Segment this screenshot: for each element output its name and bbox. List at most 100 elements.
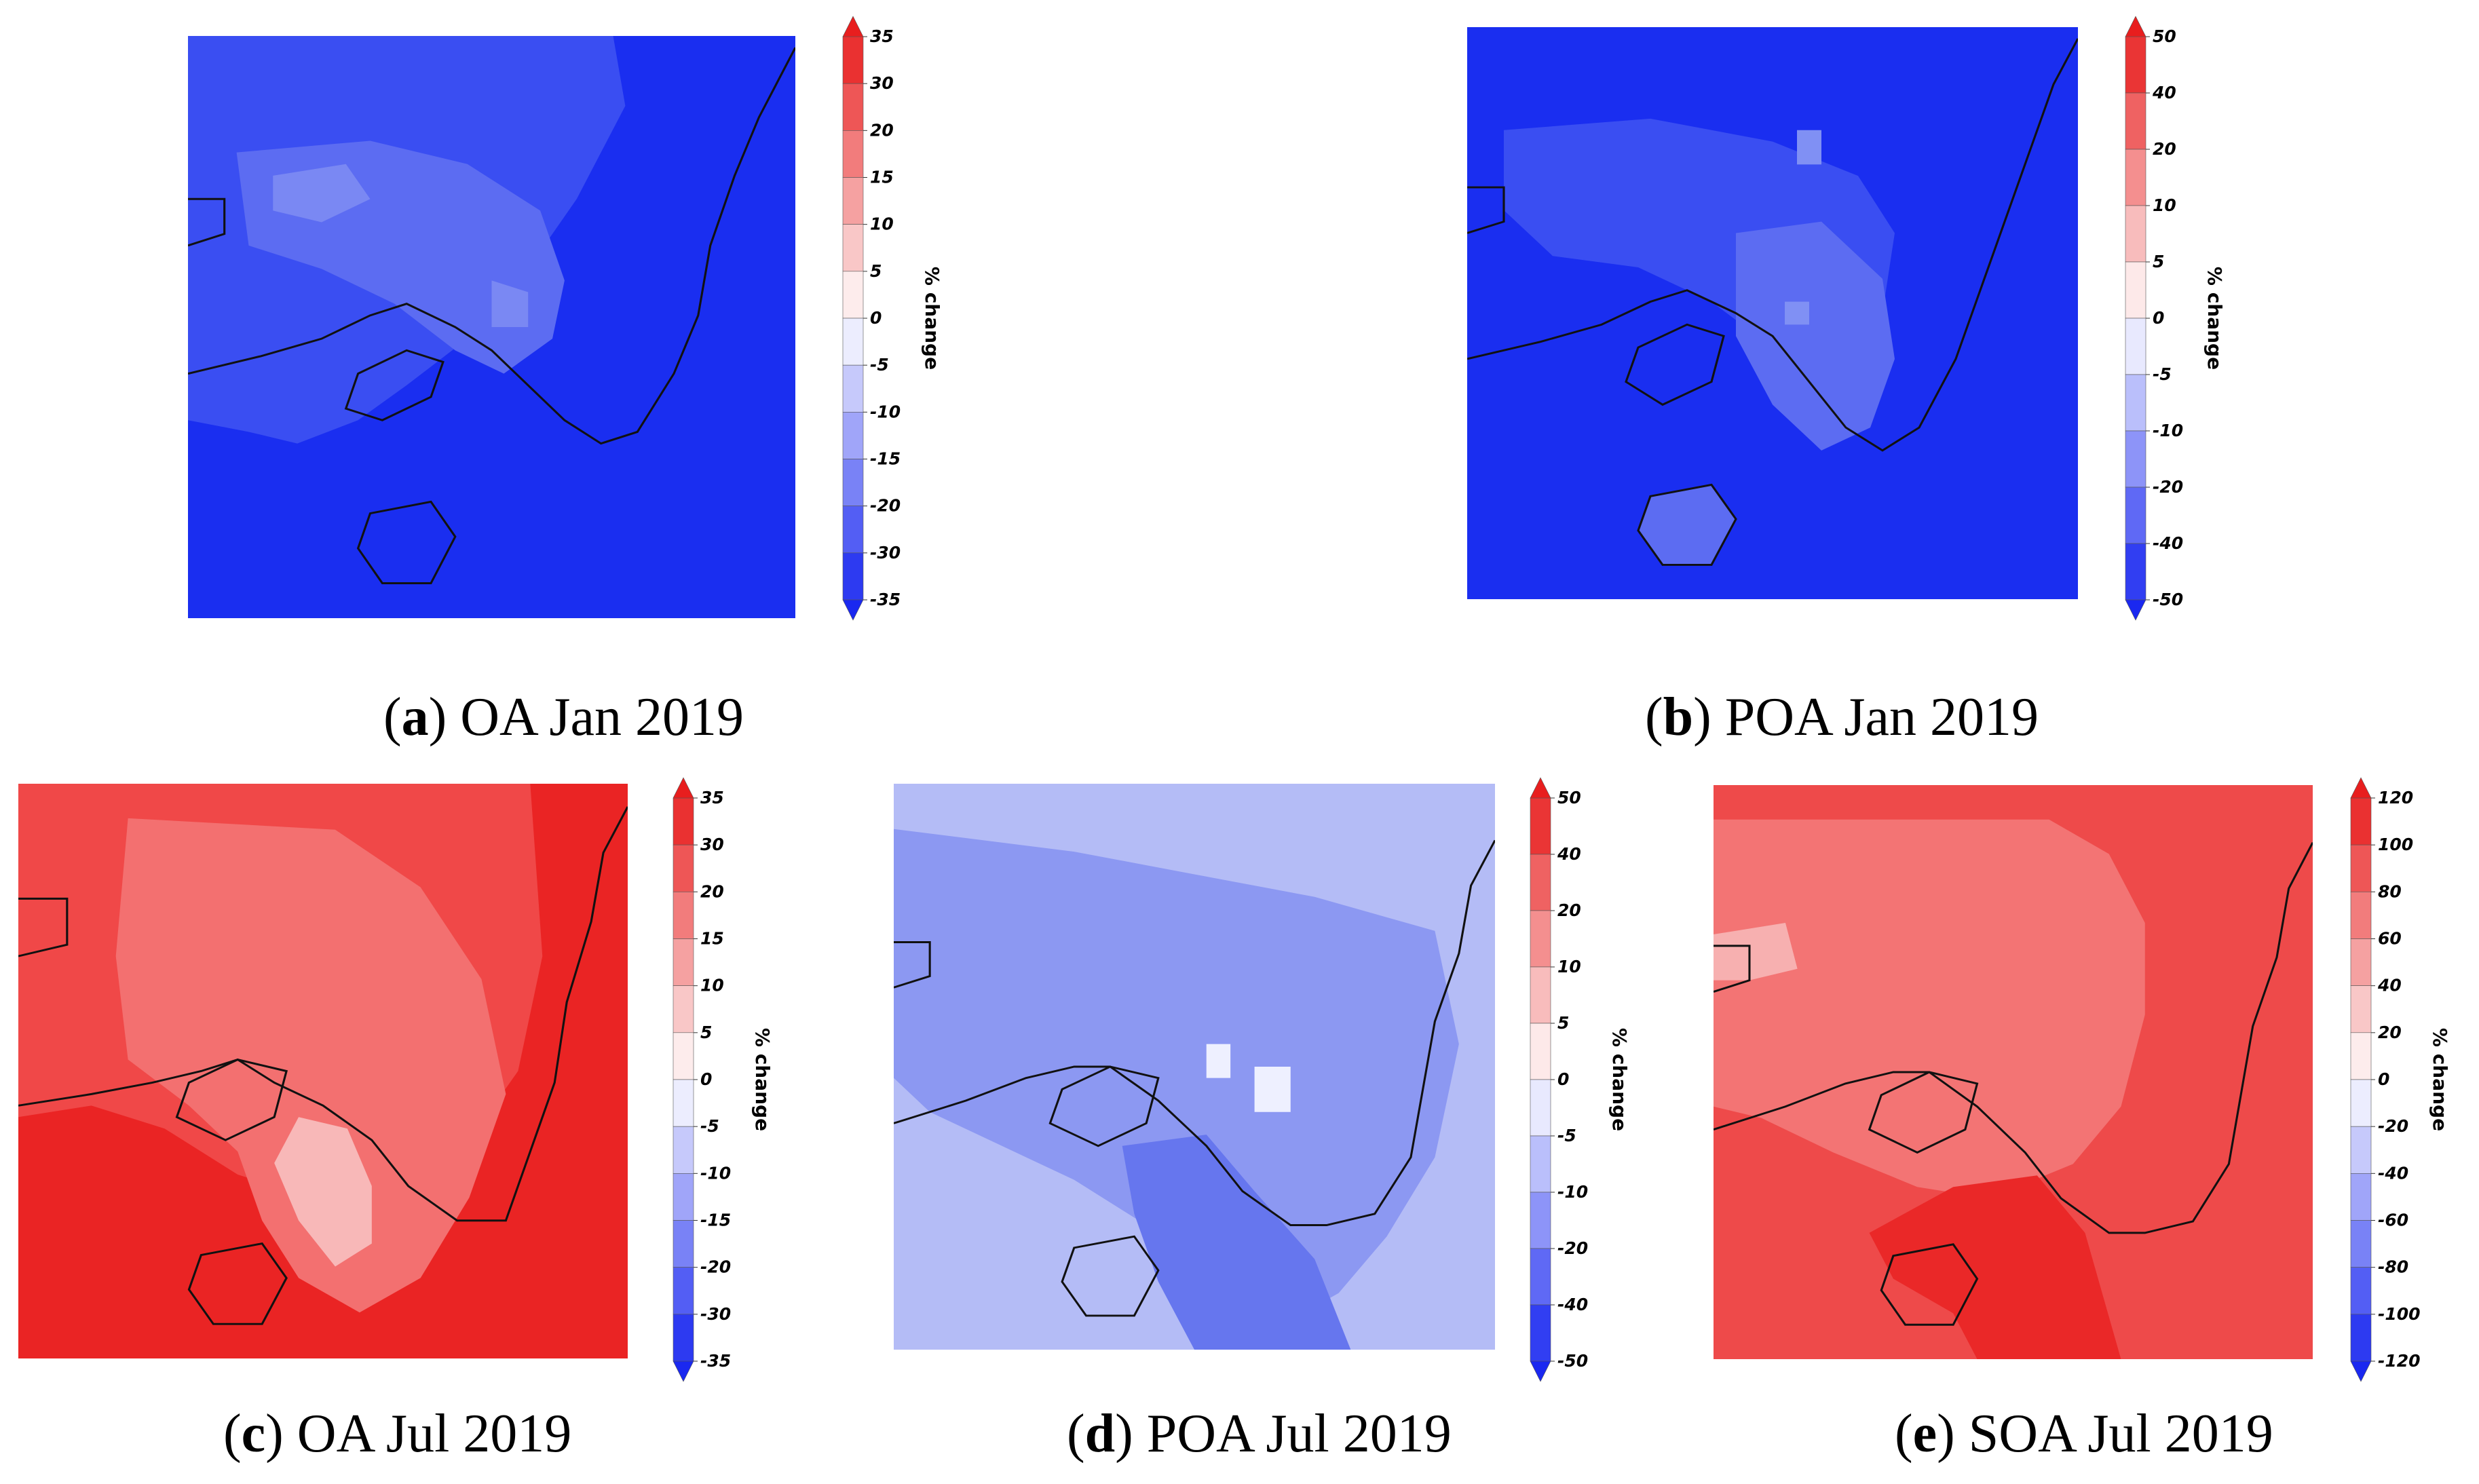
colorbar-c-tick-label: 10 bbox=[700, 976, 724, 995]
colorbar-a-arrow-top bbox=[842, 16, 864, 37]
colorbar-b-label: % change bbox=[2203, 267, 2226, 370]
colorbar-d-segment bbox=[1530, 1079, 1551, 1137]
colorbar-e-tick-label: 80 bbox=[2378, 881, 2402, 901]
caption-d: (d) POA Jul 2019 bbox=[1067, 1404, 1452, 1464]
colorbar-d-tick-label: -50 bbox=[1557, 1351, 1588, 1371]
colorbar-d: 50 40 20 10 5 0 -5 -10 -20 -40 -50% change bbox=[1529, 775, 1638, 1396]
colorbar-d-tick-label: 50 bbox=[1557, 788, 1581, 807]
map-e-region-lightest bbox=[1714, 923, 1798, 981]
colorbar-e-tick-label: 60 bbox=[2378, 929, 2402, 949]
map-b-region-light bbox=[1736, 221, 1895, 451]
colorbar-e-segment bbox=[2350, 1173, 2372, 1221]
colorbar-d-segment bbox=[1530, 1304, 1551, 1362]
colorbar-e-svg: 120 100 80 60 40 20 0 -20 -40 -60 -80 -100 -120 % cha… bbox=[2350, 777, 2451, 1382]
caption-b-letter: b bbox=[1663, 687, 1694, 747]
colorbar-a-arrow-bottom bbox=[842, 599, 864, 621]
colorbar-a-label: % change bbox=[921, 267, 943, 370]
map-e-island-west bbox=[1714, 945, 1751, 993]
map-a bbox=[188, 36, 795, 618]
map-e-coastline bbox=[1714, 841, 2313, 1234]
colorbar-e-tick-label: -20 bbox=[2378, 1116, 2408, 1136]
colorbar-d-label: % change bbox=[1608, 1028, 1631, 1131]
caption-a: (a) OA Jan 2019 bbox=[383, 687, 744, 747]
colorbar-d-tick-label: -20 bbox=[1557, 1238, 1588, 1258]
caption-e: (e) SOA Jul 2019 bbox=[1895, 1404, 2273, 1464]
colorbar-e-tick-label: 0 bbox=[2378, 1069, 2389, 1089]
colorbar-a-tick-label: -30 bbox=[870, 543, 901, 563]
colorbar-a-segment bbox=[842, 506, 864, 554]
colorbar-c-tick-label: -10 bbox=[700, 1163, 731, 1183]
colorbar-e-arrow-bottom bbox=[2350, 1361, 2372, 1382]
colorbar-c-arrow-top bbox=[673, 777, 694, 799]
caption-b: (b) POA Jan 2019 bbox=[1645, 687, 2039, 747]
colorbar-b-arrow-top bbox=[2125, 16, 2146, 37]
colorbar-e-segment bbox=[2350, 844, 2372, 892]
colorbar-b-segment bbox=[2125, 318, 2146, 375]
colorbar-c-tick-label: -15 bbox=[700, 1211, 731, 1230]
colorbar-c-tick-label: -35 bbox=[700, 1351, 731, 1371]
colorbar-e-tick-label: 120 bbox=[2378, 788, 2413, 807]
colorbar-d-tick-label: 10 bbox=[1557, 957, 1581, 976]
map-e bbox=[1714, 785, 2313, 1359]
colorbar-d-segment bbox=[1530, 966, 1551, 1024]
colorbar-e-segment bbox=[2350, 1079, 2372, 1127]
colorbar-d-arrow-top bbox=[1530, 777, 1551, 799]
colorbar-c-label: % change bbox=[751, 1028, 774, 1131]
colorbar-a-tick-label: -35 bbox=[870, 590, 901, 609]
colorbar-a-segment bbox=[842, 364, 864, 413]
caption-c-letter: c bbox=[241, 1404, 266, 1464]
colorbar-c-tick-label: 20 bbox=[700, 881, 724, 901]
map-c bbox=[18, 784, 628, 1358]
colorbar-e-segment bbox=[2350, 1267, 2372, 1315]
colorbar-e-segment bbox=[2350, 892, 2372, 939]
colorbar-b-tick-label: 40 bbox=[2152, 83, 2176, 102]
colorbar-a-segment bbox=[842, 177, 864, 225]
colorbar-e-segment bbox=[2350, 1126, 2372, 1174]
colorbar-d-segment bbox=[1530, 797, 1551, 855]
colorbar-b: 50 40 20 10 5 0 -5 -10 -20 -40 -50% change bbox=[2124, 14, 2233, 634]
map-e-island bbox=[1868, 1071, 1979, 1154]
colorbar-d-tick-label: -10 bbox=[1557, 1182, 1588, 1202]
map-d-region-lightest bbox=[1206, 1044, 1291, 1112]
caption-b-text: POA Jan 2019 bbox=[1724, 687, 2039, 747]
map-c-island-west bbox=[18, 897, 69, 957]
colorbar-a-segment bbox=[842, 552, 864, 601]
colorbar-e-segment bbox=[2350, 1032, 2372, 1080]
colorbar-b-segment bbox=[2125, 205, 2146, 263]
map-d-island bbox=[1048, 1065, 1160, 1147]
colorbar-d-segment bbox=[1530, 1248, 1551, 1306]
map-c-island-south bbox=[187, 1242, 288, 1325]
colorbar-b-segment bbox=[2125, 261, 2146, 319]
colorbar-a-segment bbox=[842, 459, 864, 506]
colorbar-e-tick-label: 40 bbox=[2377, 976, 2402, 995]
colorbar-b-segment bbox=[2125, 149, 2146, 206]
caption-c: (c) OA Jul 2019 bbox=[223, 1404, 572, 1464]
caption-e-text: SOA Jul 2019 bbox=[1968, 1404, 2273, 1464]
colorbar-a-segment bbox=[842, 271, 864, 319]
colorbar-b-tick-label: 5 bbox=[2153, 252, 2164, 271]
colorbar-a-segment bbox=[842, 412, 864, 459]
colorbar-a-tick-label: 20 bbox=[870, 120, 894, 140]
colorbar-a-segment bbox=[842, 318, 864, 366]
colorbar-d-tick-label: 20 bbox=[1557, 900, 1581, 920]
colorbar-e-tick-label: 20 bbox=[2378, 1023, 2402, 1042]
colorbar-b-arrow-bottom bbox=[2125, 599, 2146, 621]
colorbar-c-tick-label: 30 bbox=[700, 835, 724, 854]
colorbar-b-segment bbox=[2125, 487, 2146, 544]
colorbar-d-tick-label: -40 bbox=[1557, 1295, 1588, 1314]
colorbar-c-tick-label: 35 bbox=[700, 788, 724, 807]
colorbar-e-tick-label: -40 bbox=[2378, 1163, 2408, 1183]
colorbar-c: 35 30 20 15 10 5 0 -5 -10 -15 -20 -30 -35 % change bbox=[672, 775, 780, 1396]
map-e-island-south bbox=[1880, 1243, 1979, 1326]
colorbar-a-svg: 35 30 20 15 10 5 0 -5 -10 -15 -20 -30 -35 % change bbox=[842, 16, 943, 621]
map-b-island-south bbox=[1637, 483, 1737, 566]
colorbar-b-segment bbox=[2125, 36, 2146, 94]
caption-c-text: OA Jul 2019 bbox=[297, 1404, 572, 1464]
colorbar-c-tick-label: -30 bbox=[700, 1304, 731, 1324]
colorbar-a-tick-label: 10 bbox=[870, 214, 894, 234]
map-b bbox=[1467, 27, 2078, 599]
colorbar-a-segment bbox=[842, 130, 864, 178]
caption-a-text: OA Jan 2019 bbox=[460, 687, 744, 747]
colorbar-c-segment bbox=[673, 1267, 694, 1315]
